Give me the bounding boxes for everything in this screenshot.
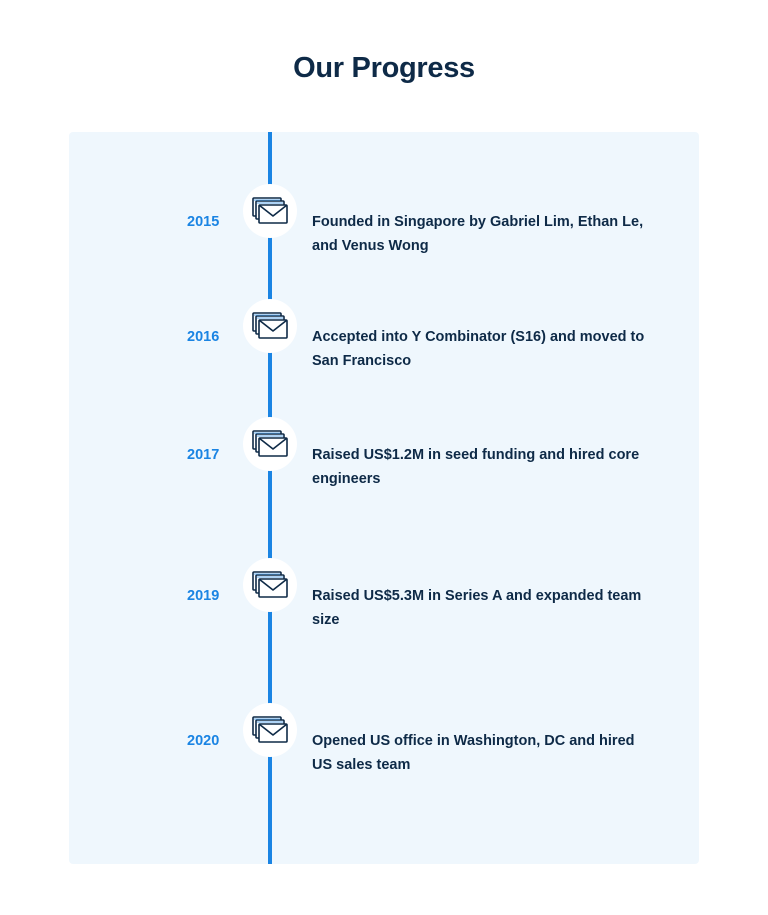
timeline-year: 2015: [187, 214, 220, 230]
timeline-icon-badge: [243, 703, 297, 757]
timeline-year: 2020: [187, 733, 220, 749]
timeline-description: Accepted into Y Combinator (S16) and mov…: [312, 329, 645, 369]
page-title: Our Progress: [293, 52, 475, 84]
timeline-description: Raised US$1.2M in seed funding and hired…: [312, 447, 640, 487]
timeline-icon-badge: [243, 184, 297, 238]
timeline-description: Opened US office in Washington, DC and h…: [312, 733, 635, 773]
timeline-description: Raised US$5.3M in Series A and expanded …: [312, 588, 642, 628]
stacked-envelopes-icon: [252, 716, 288, 743]
stacked-envelopes-icon: [252, 312, 288, 339]
stacked-envelopes-icon: [252, 197, 288, 224]
timeline-year: 2017: [187, 447, 220, 463]
timeline-year: 2016: [187, 329, 220, 345]
timeline-icon-badge: [243, 299, 297, 353]
timeline-panel: 2015 Founded in Singapore by Gabriel Lim…: [69, 132, 699, 864]
timeline-icon-badge: [243, 558, 297, 612]
stacked-envelopes-icon: [252, 571, 288, 598]
stacked-envelopes-icon: [252, 430, 288, 457]
timeline-icon-badge: [243, 417, 297, 471]
timeline-description: Founded in Singapore by Gabriel Lim, Eth…: [312, 214, 644, 254]
timeline-line: [268, 132, 272, 864]
timeline-year: 2019: [187, 588, 220, 604]
